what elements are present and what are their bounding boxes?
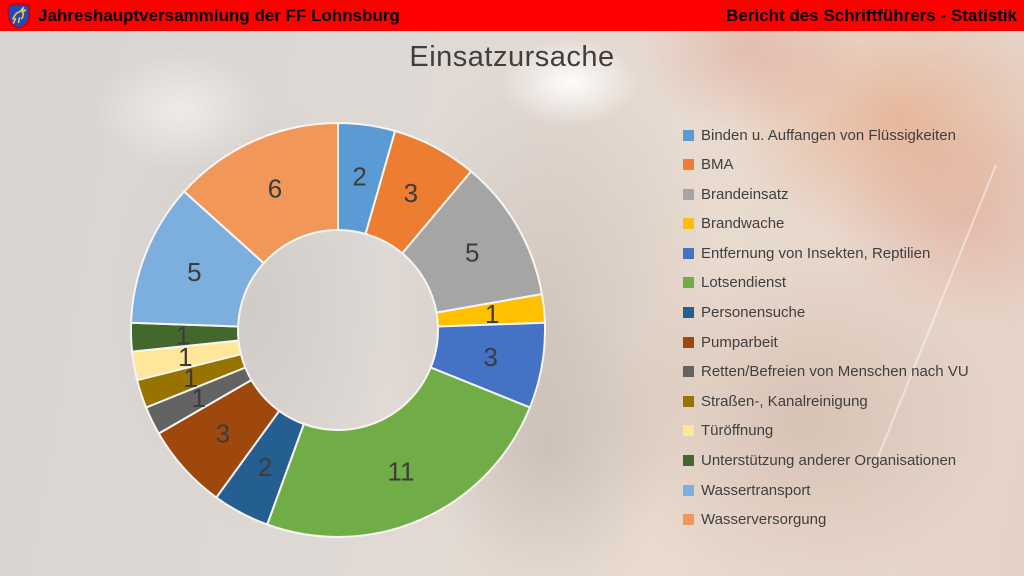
legend-swatch <box>683 129 694 141</box>
legend-swatch <box>683 277 694 289</box>
legend-item-5: Lotsendienst <box>683 274 969 292</box>
header-right-title: Bericht des Schriftführers - Statistik <box>726 6 1017 25</box>
slice-value-label-10: 1 <box>178 342 192 372</box>
legend-item-9: Straßen-, Kanalreinigung <box>683 392 969 410</box>
header-bar: Jahreshauptversammlung der FF Lohnsburg … <box>0 0 1024 31</box>
slice-value-label-12: 5 <box>187 257 201 287</box>
slice-value-label-3: 1 <box>485 299 499 329</box>
legend-label: Personensuche <box>701 304 806 322</box>
legend-label: Entfernung von Insekten, Reptilien <box>701 244 931 262</box>
legend-swatch <box>683 159 694 171</box>
legend-label: Pumparbeit <box>701 333 778 351</box>
legend-label: Wasserversorgung <box>701 511 827 529</box>
legend-item-11: Unterstützung anderer Organisationen <box>683 452 969 470</box>
legend-label: Unterstützung anderer Organisationen <box>701 452 957 470</box>
header-left-title: Jahreshauptversammlung der FF Lohnsburg <box>38 6 400 25</box>
chart-legend: Binden u. Auffangen von Flüssigkeiten BMA… <box>683 127 969 541</box>
legend-item-12: Wassertransport <box>683 481 969 499</box>
legend-label: Lotsendienst <box>701 274 787 292</box>
legend-swatch <box>683 218 694 230</box>
slice-value-label-6: 2 <box>258 452 272 482</box>
legend-item-3: Brandwache <box>683 215 969 233</box>
legend-swatch <box>683 484 694 496</box>
legend-label: Brandwache <box>701 215 785 233</box>
coat-of-arms-icon <box>7 2 31 29</box>
legend-swatch <box>683 247 694 259</box>
legend-item-7: Pumparbeit <box>683 333 969 351</box>
legend-label: Retten/Befreien von Menschen nach VU <box>701 363 969 381</box>
legend-item-1: BMA <box>683 156 969 174</box>
legend-swatch <box>683 455 694 467</box>
legend-item-8: Retten/Befreien von Menschen nach VU <box>683 363 969 381</box>
legend-item-2: Brandeinsatz <box>683 185 969 203</box>
legend-swatch <box>683 395 694 407</box>
slice-value-label-9: 1 <box>183 363 197 393</box>
legend-label: Türöffnung <box>701 422 774 440</box>
legend-swatch <box>683 188 694 200</box>
slice-value-label-11: 1 <box>176 320 190 350</box>
slice-value-label-13: 6 <box>268 173 282 203</box>
donut-slice-13 <box>183 122 339 265</box>
slice-value-label-4: 3 <box>483 342 497 372</box>
legend-swatch <box>683 425 694 437</box>
slice-value-label-5: 11 <box>388 457 415 487</box>
legend-swatch <box>683 336 694 348</box>
slice-value-label-7: 3 <box>216 419 230 449</box>
donut-slice-5 <box>266 366 531 538</box>
legend-label: Brandeinsatz <box>701 185 789 203</box>
legend-item-0: Binden u. Auffangen von Flüssigkeiten <box>683 126 969 144</box>
legend-label: Straßen-, Kanalreinigung <box>701 392 868 410</box>
slice-value-label-2: 5 <box>465 238 479 268</box>
legend-swatch <box>683 366 694 378</box>
legend-label: Binden u. Auffangen von Flüssigkeiten <box>701 126 956 144</box>
legend-label: BMA <box>701 156 734 174</box>
slide-title: Einsatzursache <box>409 41 615 73</box>
slice-value-label-0: 2 <box>352 162 366 192</box>
legend-swatch <box>683 307 694 319</box>
legend-item-4: Entfernung von Insekten, Reptilien <box>683 244 969 262</box>
slice-value-label-1: 3 <box>404 178 418 208</box>
legend-item-10: Türöffnung <box>683 422 969 440</box>
legend-swatch <box>683 514 694 526</box>
slice-value-label-8: 1 <box>191 383 205 413</box>
legend-item-6: Personensuche <box>683 304 969 322</box>
legend-label: Wassertransport <box>701 481 811 499</box>
legend-item-13: Wasserversorgung <box>683 511 969 529</box>
